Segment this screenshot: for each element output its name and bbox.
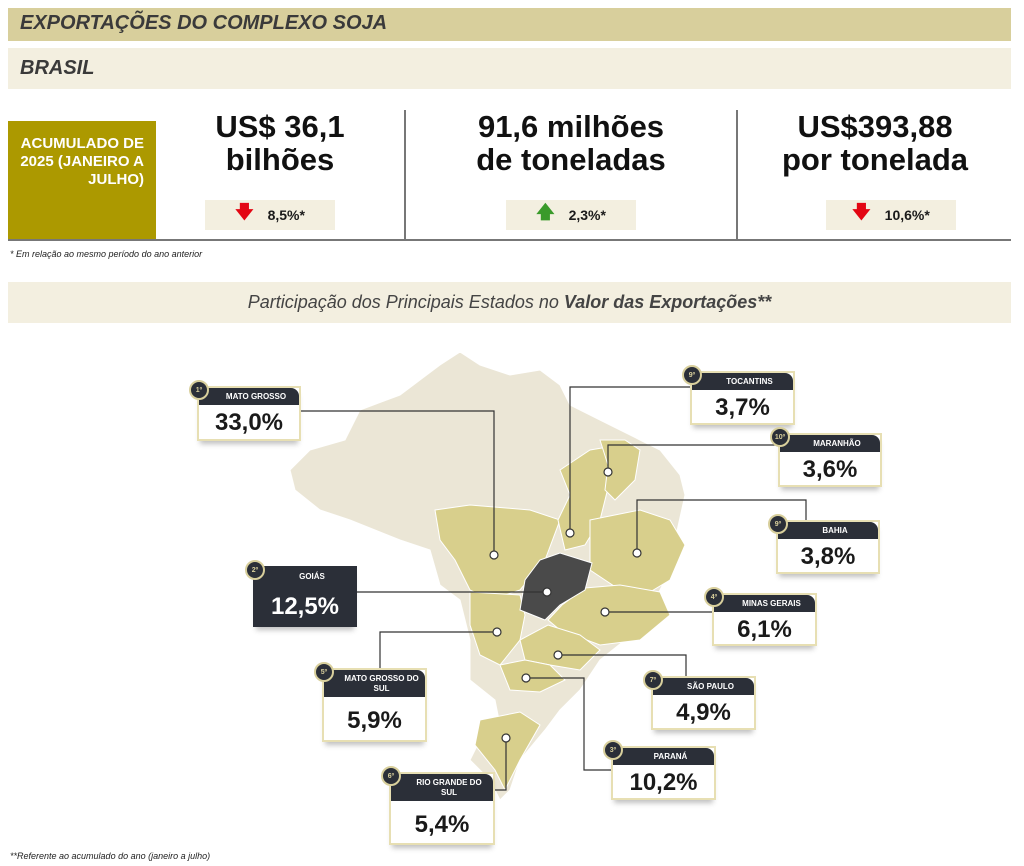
map-parana <box>499 659 566 693</box>
kpi-line: US$ 36,1 <box>215 109 345 144</box>
divider <box>736 110 738 241</box>
state-value: 33,0% <box>214 409 284 436</box>
kpi-line: bilhões <box>225 142 335 177</box>
state-value: 6,1% <box>737 616 792 643</box>
state-name: TOCANTINS <box>692 373 793 390</box>
callout-minas-gerais: 4º MINAS GERAIS 6,1% <box>704 587 817 646</box>
state-name: MARANHÃO <box>780 435 880 452</box>
state-value: 5,9% <box>347 707 402 734</box>
state-name: MATO GROSSO DO SUL <box>324 670 425 697</box>
state-value: 5,4% <box>414 811 470 838</box>
kpi-line: 91,6 milhões <box>477 109 665 144</box>
state-name: PARANÁ <box>613 748 714 765</box>
period-label: ACUMULADO DE 2025 (JANEIRO A JULHO) <box>8 121 156 240</box>
callout-tocantins: 9º TOCANTINS 3,7% <box>682 365 795 425</box>
rank-badge: 2º <box>245 560 265 580</box>
kpi-delta: 🡇 8,5%* <box>205 200 335 230</box>
rank-badge: 6º <box>381 766 401 786</box>
callout-mato-grosso-do-sul: 5º MATO GROSSO DO SUL 5,9% <box>314 662 427 742</box>
state-value: 4,9% <box>676 699 731 726</box>
divider <box>404 110 406 241</box>
page-title: EXPORTAÇÕES DO COMPLEXO SOJA <box>20 12 388 34</box>
arrow-down-icon: 🡇 <box>852 202 871 222</box>
arrow-down-icon: 🡇 <box>235 202 254 222</box>
callout-maranhao: 10º MARANHÃO 3,6% <box>770 427 882 487</box>
kpi-line: de toneladas <box>476 142 666 177</box>
kpi-delta: 🡅 2,3%* <box>506 200 636 230</box>
rank-badge: 9º <box>682 365 702 385</box>
state-name: RIO GRANDE DO SUL <box>391 774 493 801</box>
callout-mato-grosso: 1º MATO GROSSO 33,0% <box>189 380 301 441</box>
kpi-value: US$ 36,1 bilhões <box>160 110 400 176</box>
state-name: MINAS GERAIS <box>714 595 815 612</box>
state-name: SÃO PAULO <box>653 678 754 695</box>
delta-value: 8,5%* <box>267 207 305 223</box>
state-value: 3,6% <box>802 456 858 483</box>
section-title: Participação dos Principais Estados no <box>247 292 564 312</box>
rank-badge: 3º <box>603 740 623 760</box>
kpi-delta: 🡇 10,6%* <box>826 200 956 230</box>
map-markers <box>489 467 642 743</box>
rank-badge: 5º <box>314 662 334 682</box>
state-value: 12,5% <box>270 593 340 620</box>
kpi-volume: 91,6 milhões de toneladas <box>410 110 732 176</box>
callout-rio-grande-do-sul: 6º RIO GRANDE DO SUL 5,4% <box>381 766 495 845</box>
state-name: MATO GROSSO <box>199 388 299 405</box>
map-goias <box>519 552 593 621</box>
kpi-price: US$393,88 por tonelada <box>740 110 1010 176</box>
kpi-line: por tonelada <box>781 142 968 177</box>
callout-parana: 3º PARANÁ 10,2% <box>603 740 716 800</box>
state-value: 10,2% <box>629 769 698 796</box>
subtitle-bar: BRASIL <box>8 48 1011 89</box>
rank-badge: 7º <box>643 670 663 690</box>
callout-sao-paulo: 7º SÃO PAULO 4,9% <box>643 670 756 730</box>
rank-badge: 1º <box>189 380 209 400</box>
title-bar: EXPORTAÇÕES DO COMPLEXO SOJA <box>8 8 1011 41</box>
footnote-map: **Referente ao acumulado do ano (janeiro… <box>10 851 211 861</box>
region-label: BRASIL <box>20 57 95 79</box>
kpi-line: US$393,88 <box>797 109 953 144</box>
arrow-up-icon: 🡅 <box>536 202 555 222</box>
rank-badge: 4º <box>704 587 724 607</box>
state-value: 3,8% <box>800 543 856 570</box>
map-rio-grande-do-sul <box>474 711 541 792</box>
map-minas-gerais <box>547 584 671 646</box>
state-name: GOIÁS <box>255 568 355 585</box>
delta-value: 2,3%* <box>568 207 606 223</box>
callout-goias: 2º GOIÁS 12,5% <box>245 560 357 627</box>
footnote: * Em relação ao mesmo período do ano ant… <box>10 249 203 259</box>
state-name: BAHIA <box>778 522 878 539</box>
rank-badge: 10º <box>770 427 790 447</box>
leader-lines <box>300 386 807 791</box>
callout-bahia: 9º BAHIA 3,8% <box>768 514 880 574</box>
divider <box>8 239 1011 241</box>
section-title-bold: Valor das Exportações** <box>563 292 772 312</box>
delta-value: 10,6%* <box>884 207 930 223</box>
rank-badge: 9º <box>768 514 788 534</box>
state-value: 3,7% <box>715 394 770 421</box>
section-header: Participação dos Principais Estados no V… <box>8 282 1011 323</box>
